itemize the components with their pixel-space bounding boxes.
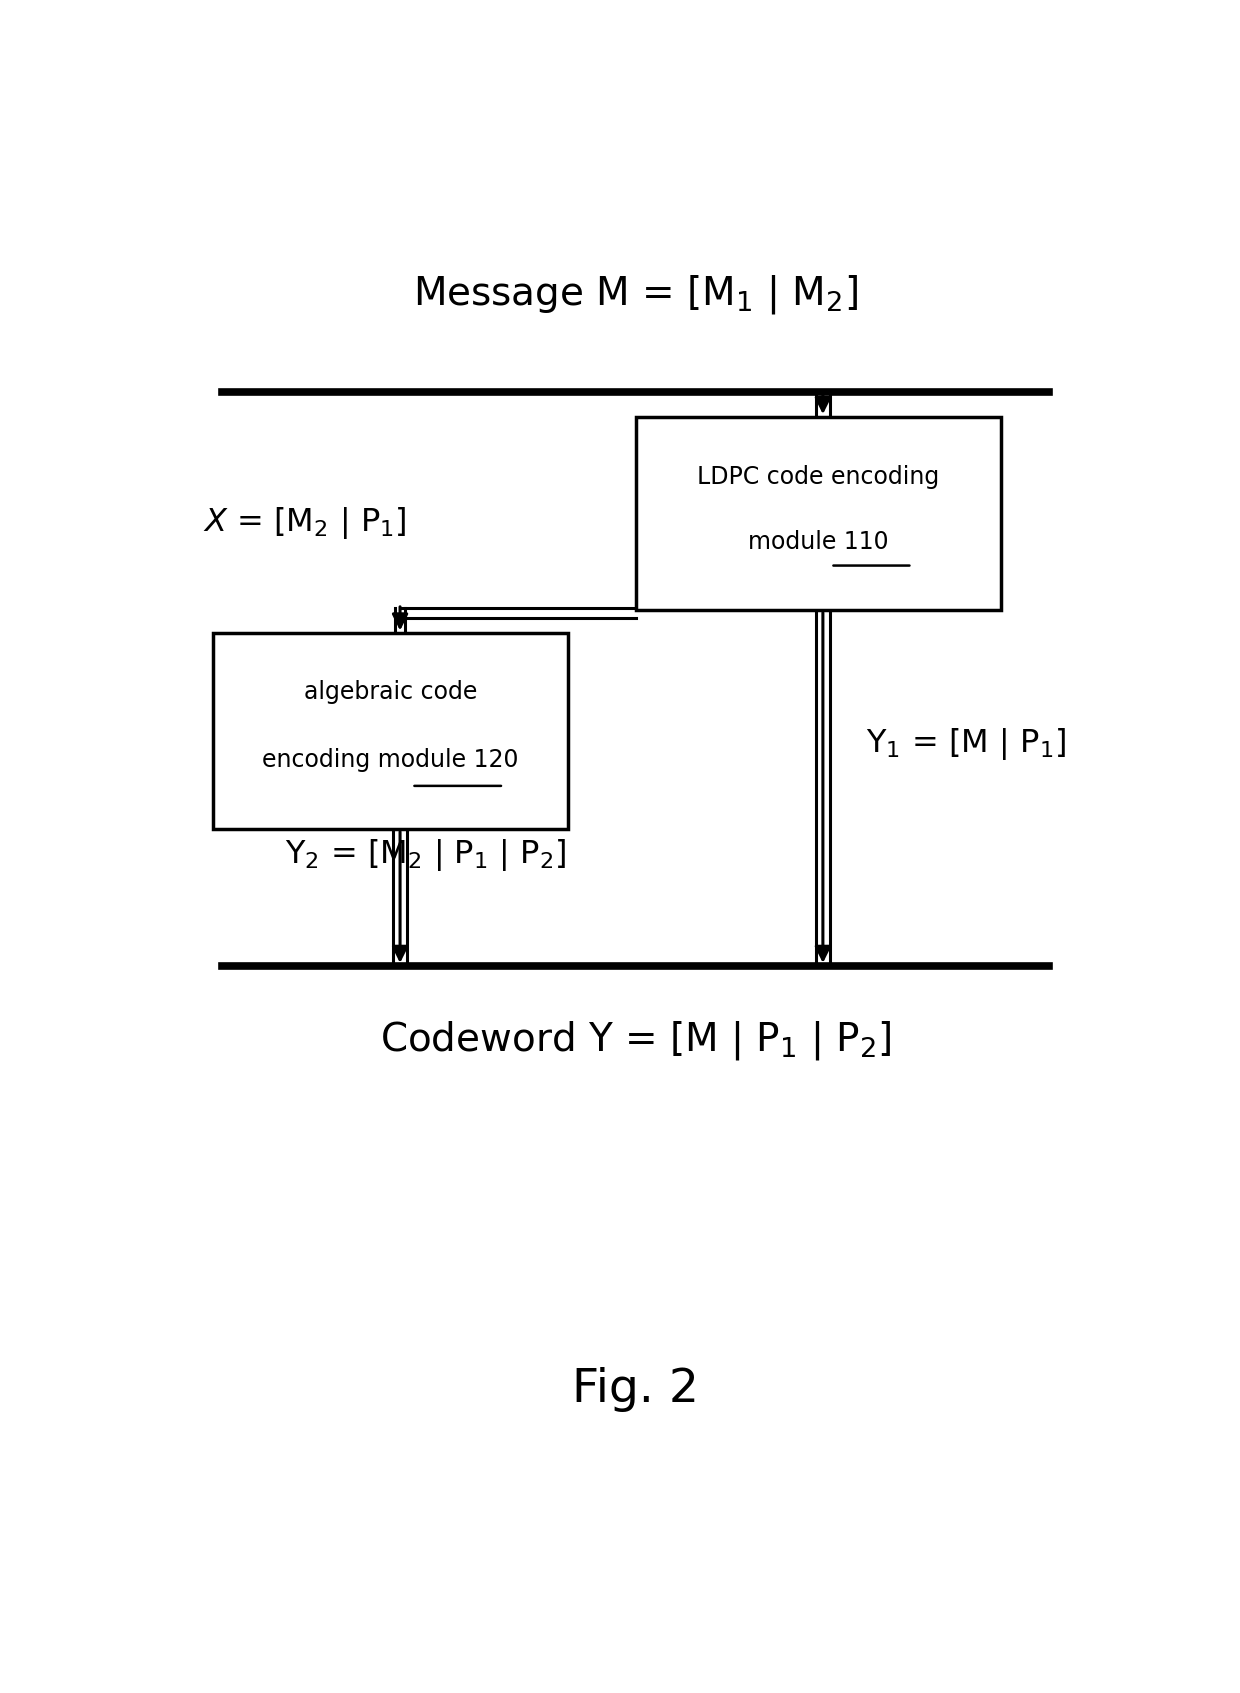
FancyBboxPatch shape: [635, 416, 1001, 609]
Text: encoding module 120: encoding module 120: [262, 748, 518, 772]
Text: algebraic code: algebraic code: [304, 681, 477, 704]
Text: Fig. 2: Fig. 2: [572, 1366, 699, 1412]
Text: $X$ = [M$_2$ | P$_1$]: $X$ = [M$_2$ | P$_1$]: [203, 505, 407, 540]
Text: LDPC code encoding: LDPC code encoding: [697, 466, 939, 489]
FancyBboxPatch shape: [213, 633, 568, 830]
Text: Codeword Y = [M | P$_1$ | P$_2$]: Codeword Y = [M | P$_1$ | P$_2$]: [379, 1019, 892, 1062]
Text: module 110: module 110: [748, 530, 888, 554]
Text: Y$_1$ = [M | P$_1$]: Y$_1$ = [M | P$_1$]: [866, 726, 1066, 762]
Text: Message M = [M$_1$ | M$_2$]: Message M = [M$_1$ | M$_2$]: [413, 273, 858, 317]
Text: Y$_2$ = [M$_2$ | P$_1$ | P$_2$]: Y$_2$ = [M$_2$ | P$_1$ | P$_2$]: [285, 836, 567, 874]
